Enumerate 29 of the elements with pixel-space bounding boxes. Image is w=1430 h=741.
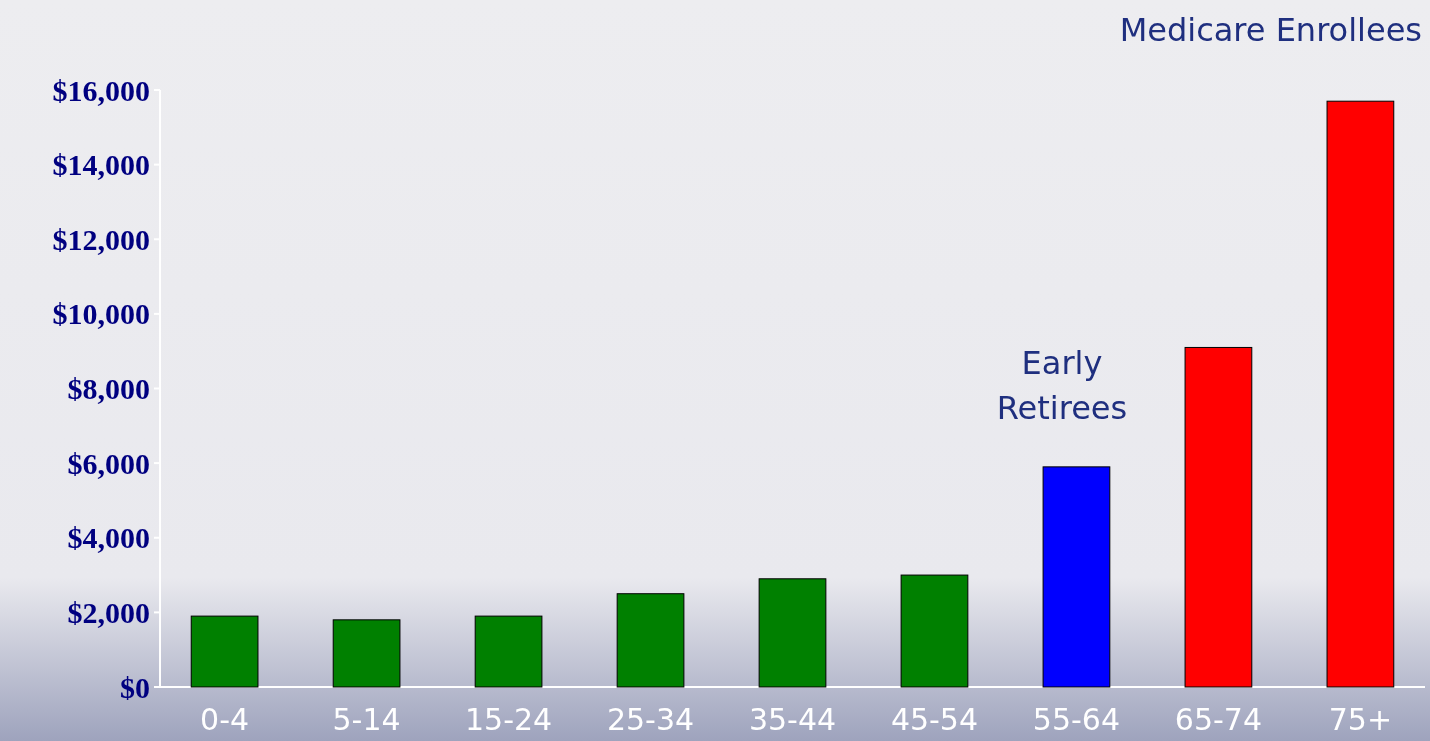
- y-tick-label: $16,000: [52, 73, 150, 107]
- x-tick-label: 0-4: [200, 702, 250, 737]
- bar: [474, 615, 543, 688]
- x-tick-label: 65-74: [1174, 702, 1263, 737]
- y-tick-label: $2,000: [67, 595, 150, 629]
- x-tick-label: 45-54: [890, 702, 979, 737]
- x-tick-label: 75+: [1328, 702, 1393, 737]
- bar: [758, 578, 827, 688]
- x-tick-label: 25-34: [606, 702, 695, 737]
- y-tick-label: $0: [120, 670, 150, 704]
- y-tick-label: $8,000: [67, 372, 150, 405]
- bar: [332, 619, 401, 688]
- y-tick-label: $6,000: [67, 446, 150, 480]
- x-tick-label: 15-24: [464, 702, 553, 737]
- x-tick-label: 35-44: [748, 702, 837, 737]
- y-tick-label: $12,000: [52, 222, 150, 256]
- bar: [190, 615, 259, 688]
- x-tick-label: 55-64: [1032, 702, 1121, 737]
- annotation: Early Retirees: [996, 344, 1128, 427]
- y-tick-label: $14,000: [52, 148, 150, 182]
- bar: [1326, 100, 1395, 688]
- bar: [1184, 346, 1253, 688]
- y-tick-label: $4,000: [67, 521, 150, 555]
- text: Medicare Enrollees: [1119, 11, 1422, 50]
- bar: [616, 593, 685, 688]
- y-tick-label: $10,000: [52, 297, 150, 331]
- bar: [1042, 466, 1111, 688]
- bar: [900, 574, 969, 688]
- x-tick-label: 5-14: [332, 702, 401, 737]
